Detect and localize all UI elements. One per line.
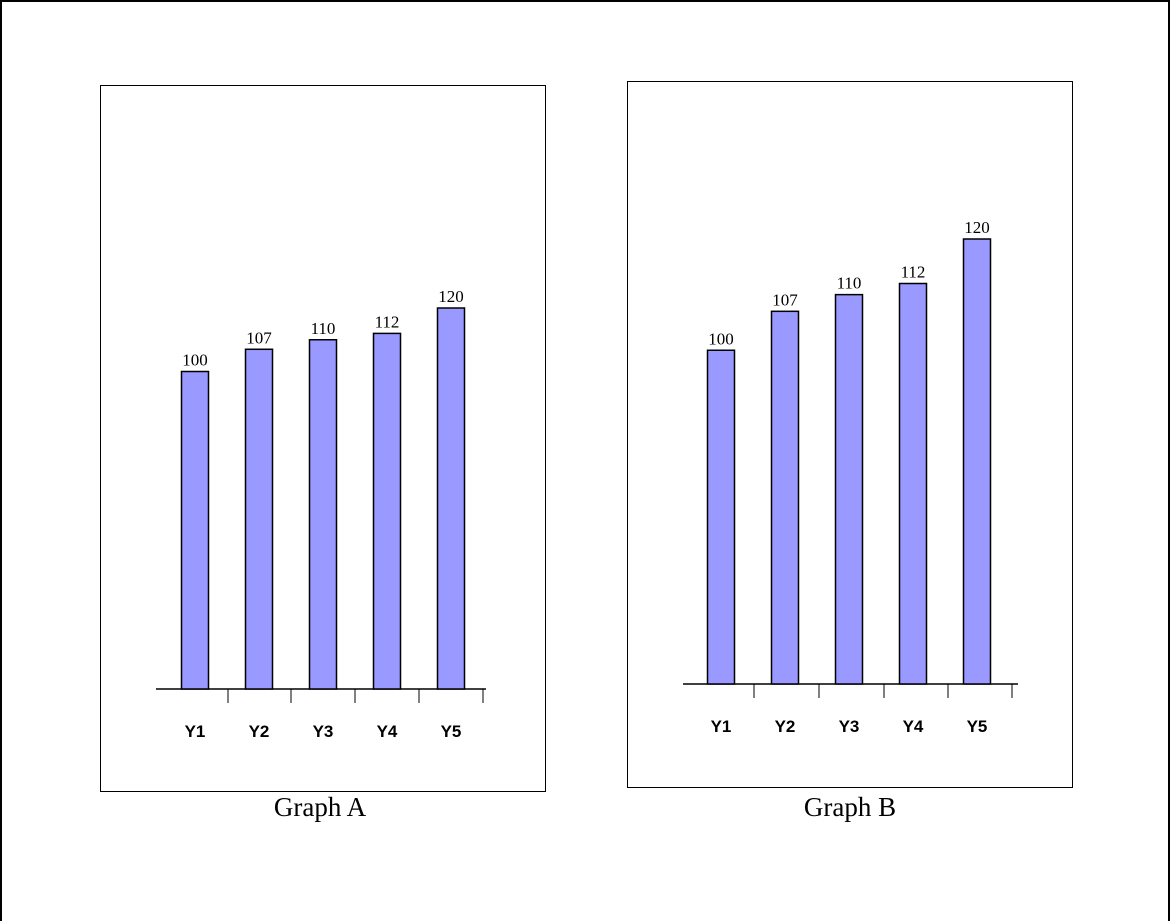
tick-label-y2: Y2 — [775, 717, 796, 736]
data-label-y5: 120 — [438, 287, 464, 306]
bar-y1 — [180, 370, 210, 690]
tick-label-y2: Y2 — [249, 722, 270, 741]
graph-a-panel: 100 Y1 107 Y2 110 Y3 112 Y4 120 Y5 — [100, 85, 546, 792]
bar-y4 — [372, 332, 402, 690]
tick-label-y1: Y1 — [711, 717, 732, 736]
graph-a-chart: 100 Y1 107 Y2 110 Y3 112 Y4 120 Y5 — [156, 287, 486, 741]
data-label-y5: 120 — [964, 218, 990, 237]
tick-label-y4: Y4 — [377, 722, 398, 741]
data-label-y4: 112 — [901, 263, 926, 282]
bar-y3 — [308, 339, 338, 690]
bar-y5 — [436, 307, 466, 690]
tick-label-y5: Y5 — [441, 722, 462, 741]
data-label-y3: 110 — [837, 274, 862, 293]
tick-label-y3: Y3 — [839, 717, 860, 736]
bar-y1 — [706, 349, 736, 685]
bar-y2 — [244, 348, 274, 690]
data-label-y1: 100 — [182, 351, 208, 370]
graph-a-title: Graph A — [273, 792, 367, 822]
tick-label-y4: Y4 — [903, 717, 924, 736]
graph-b-title: Graph B — [803, 792, 897, 822]
bar-y4 — [898, 282, 928, 685]
bar-y2 — [770, 310, 800, 685]
data-label-y4: 112 — [375, 312, 400, 331]
graph-b-panel: 100 Y1 107 Y2 110 Y3 112 Y4 120 Y5 — [627, 81, 1073, 788]
tick-label-y1: Y1 — [185, 722, 206, 741]
data-label-y3: 110 — [311, 319, 336, 338]
bar-y5 — [962, 238, 992, 685]
tick-label-y3: Y3 — [313, 722, 334, 741]
graph-b-chart: 100 Y1 107 Y2 110 Y3 112 Y4 120 Y5 — [683, 218, 1018, 736]
data-label-y2: 107 — [246, 328, 272, 347]
data-label-y1: 100 — [708, 329, 734, 348]
bar-y3 — [834, 293, 864, 685]
tick-label-y5: Y5 — [967, 717, 988, 736]
data-label-y2: 107 — [772, 290, 798, 309]
